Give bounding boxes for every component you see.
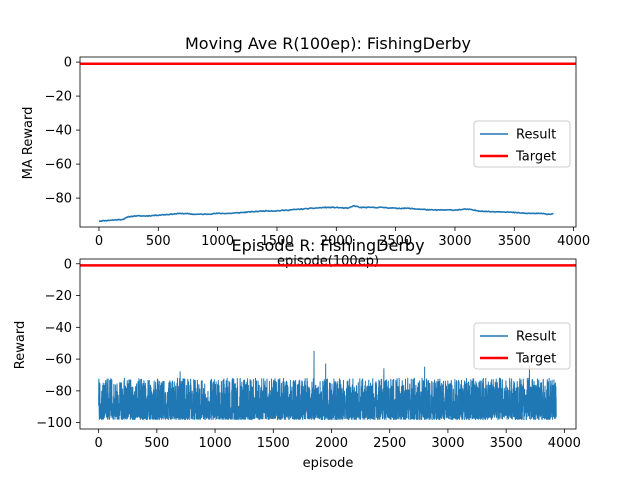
x-tick-label: 4000 xyxy=(557,234,590,249)
legend: Result Target xyxy=(473,120,571,168)
x-tick-label: 1000 xyxy=(199,436,232,451)
y-tick-label: −20 xyxy=(45,289,72,304)
legend-label-result: Result xyxy=(516,330,556,345)
y-tick-label: −40 xyxy=(45,124,72,139)
x-tick-label: 1500 xyxy=(257,436,290,451)
x-tick-label: 2500 xyxy=(373,436,406,451)
y-tick-label: −60 xyxy=(45,158,72,173)
y-axis-label: Reward xyxy=(13,321,28,369)
moving-average-chart: Moving Ave R(100ep): FishingDerby 0 500 10… xyxy=(21,34,590,269)
x-tick-label: 2500 xyxy=(379,234,412,249)
x-tick-label: 0 xyxy=(94,436,102,451)
y-tick-label: −60 xyxy=(45,353,72,368)
legend-label-target: Target xyxy=(515,352,556,367)
y-tick-label: −80 xyxy=(45,192,72,207)
x-tick-label: 500 xyxy=(146,234,171,249)
y-tick-label: −20 xyxy=(45,90,72,105)
x-tick-label: 3500 xyxy=(490,436,523,451)
x-axis-label: episode(100ep) xyxy=(277,254,379,269)
plot-area xyxy=(80,62,576,223)
legend-label-result: Result xyxy=(516,128,556,143)
legend-label-target: Target xyxy=(515,150,556,165)
legend: Result Target xyxy=(473,322,571,370)
x-tick-label: 3000 xyxy=(438,234,471,249)
chart-title: Moving Ave R(100ep): FishingDerby xyxy=(185,34,471,53)
chart-title: Episode R: FishingDerby xyxy=(231,236,424,255)
x-tick-label: 1000 xyxy=(201,234,234,249)
y-tick-label: −100 xyxy=(36,416,72,431)
x-tick-label: 3500 xyxy=(498,234,531,249)
episode-reward-chart: Episode R: FishingDerby 0 500 1000 1500 2000… xyxy=(13,236,581,471)
axes-frame xyxy=(79,258,577,430)
y-tick-label: −40 xyxy=(45,321,72,336)
x-tick-label: 0 xyxy=(95,234,103,249)
x-tick-label: 2000 xyxy=(315,436,348,451)
axes-frame xyxy=(79,56,577,228)
y-tick-label: 0 xyxy=(64,257,72,272)
y-tick-label: 0 xyxy=(64,56,72,71)
x-tick-label: 1500 xyxy=(260,234,293,249)
x-tick-label: 500 xyxy=(144,436,169,451)
y-tick-label: −80 xyxy=(45,384,72,399)
series-line-result xyxy=(98,350,557,420)
x-tick-label: 2000 xyxy=(320,234,353,249)
x-tick-label: 4000 xyxy=(548,436,581,451)
axes: 0 500 1000 1500 2000 2500 3000 3500 4000 0 −20 −40 −… xyxy=(45,56,591,249)
x-tick-label: 3000 xyxy=(431,436,464,451)
plot-area xyxy=(80,264,576,420)
series-line-result xyxy=(98,204,554,223)
y-axis-label: MA Reward xyxy=(21,107,36,180)
axes: 0 500 1000 1500 2000 2500 3000 3500 4000 0 −20 −40 −… xyxy=(36,257,581,451)
x-axis-label: episode xyxy=(303,456,354,471)
